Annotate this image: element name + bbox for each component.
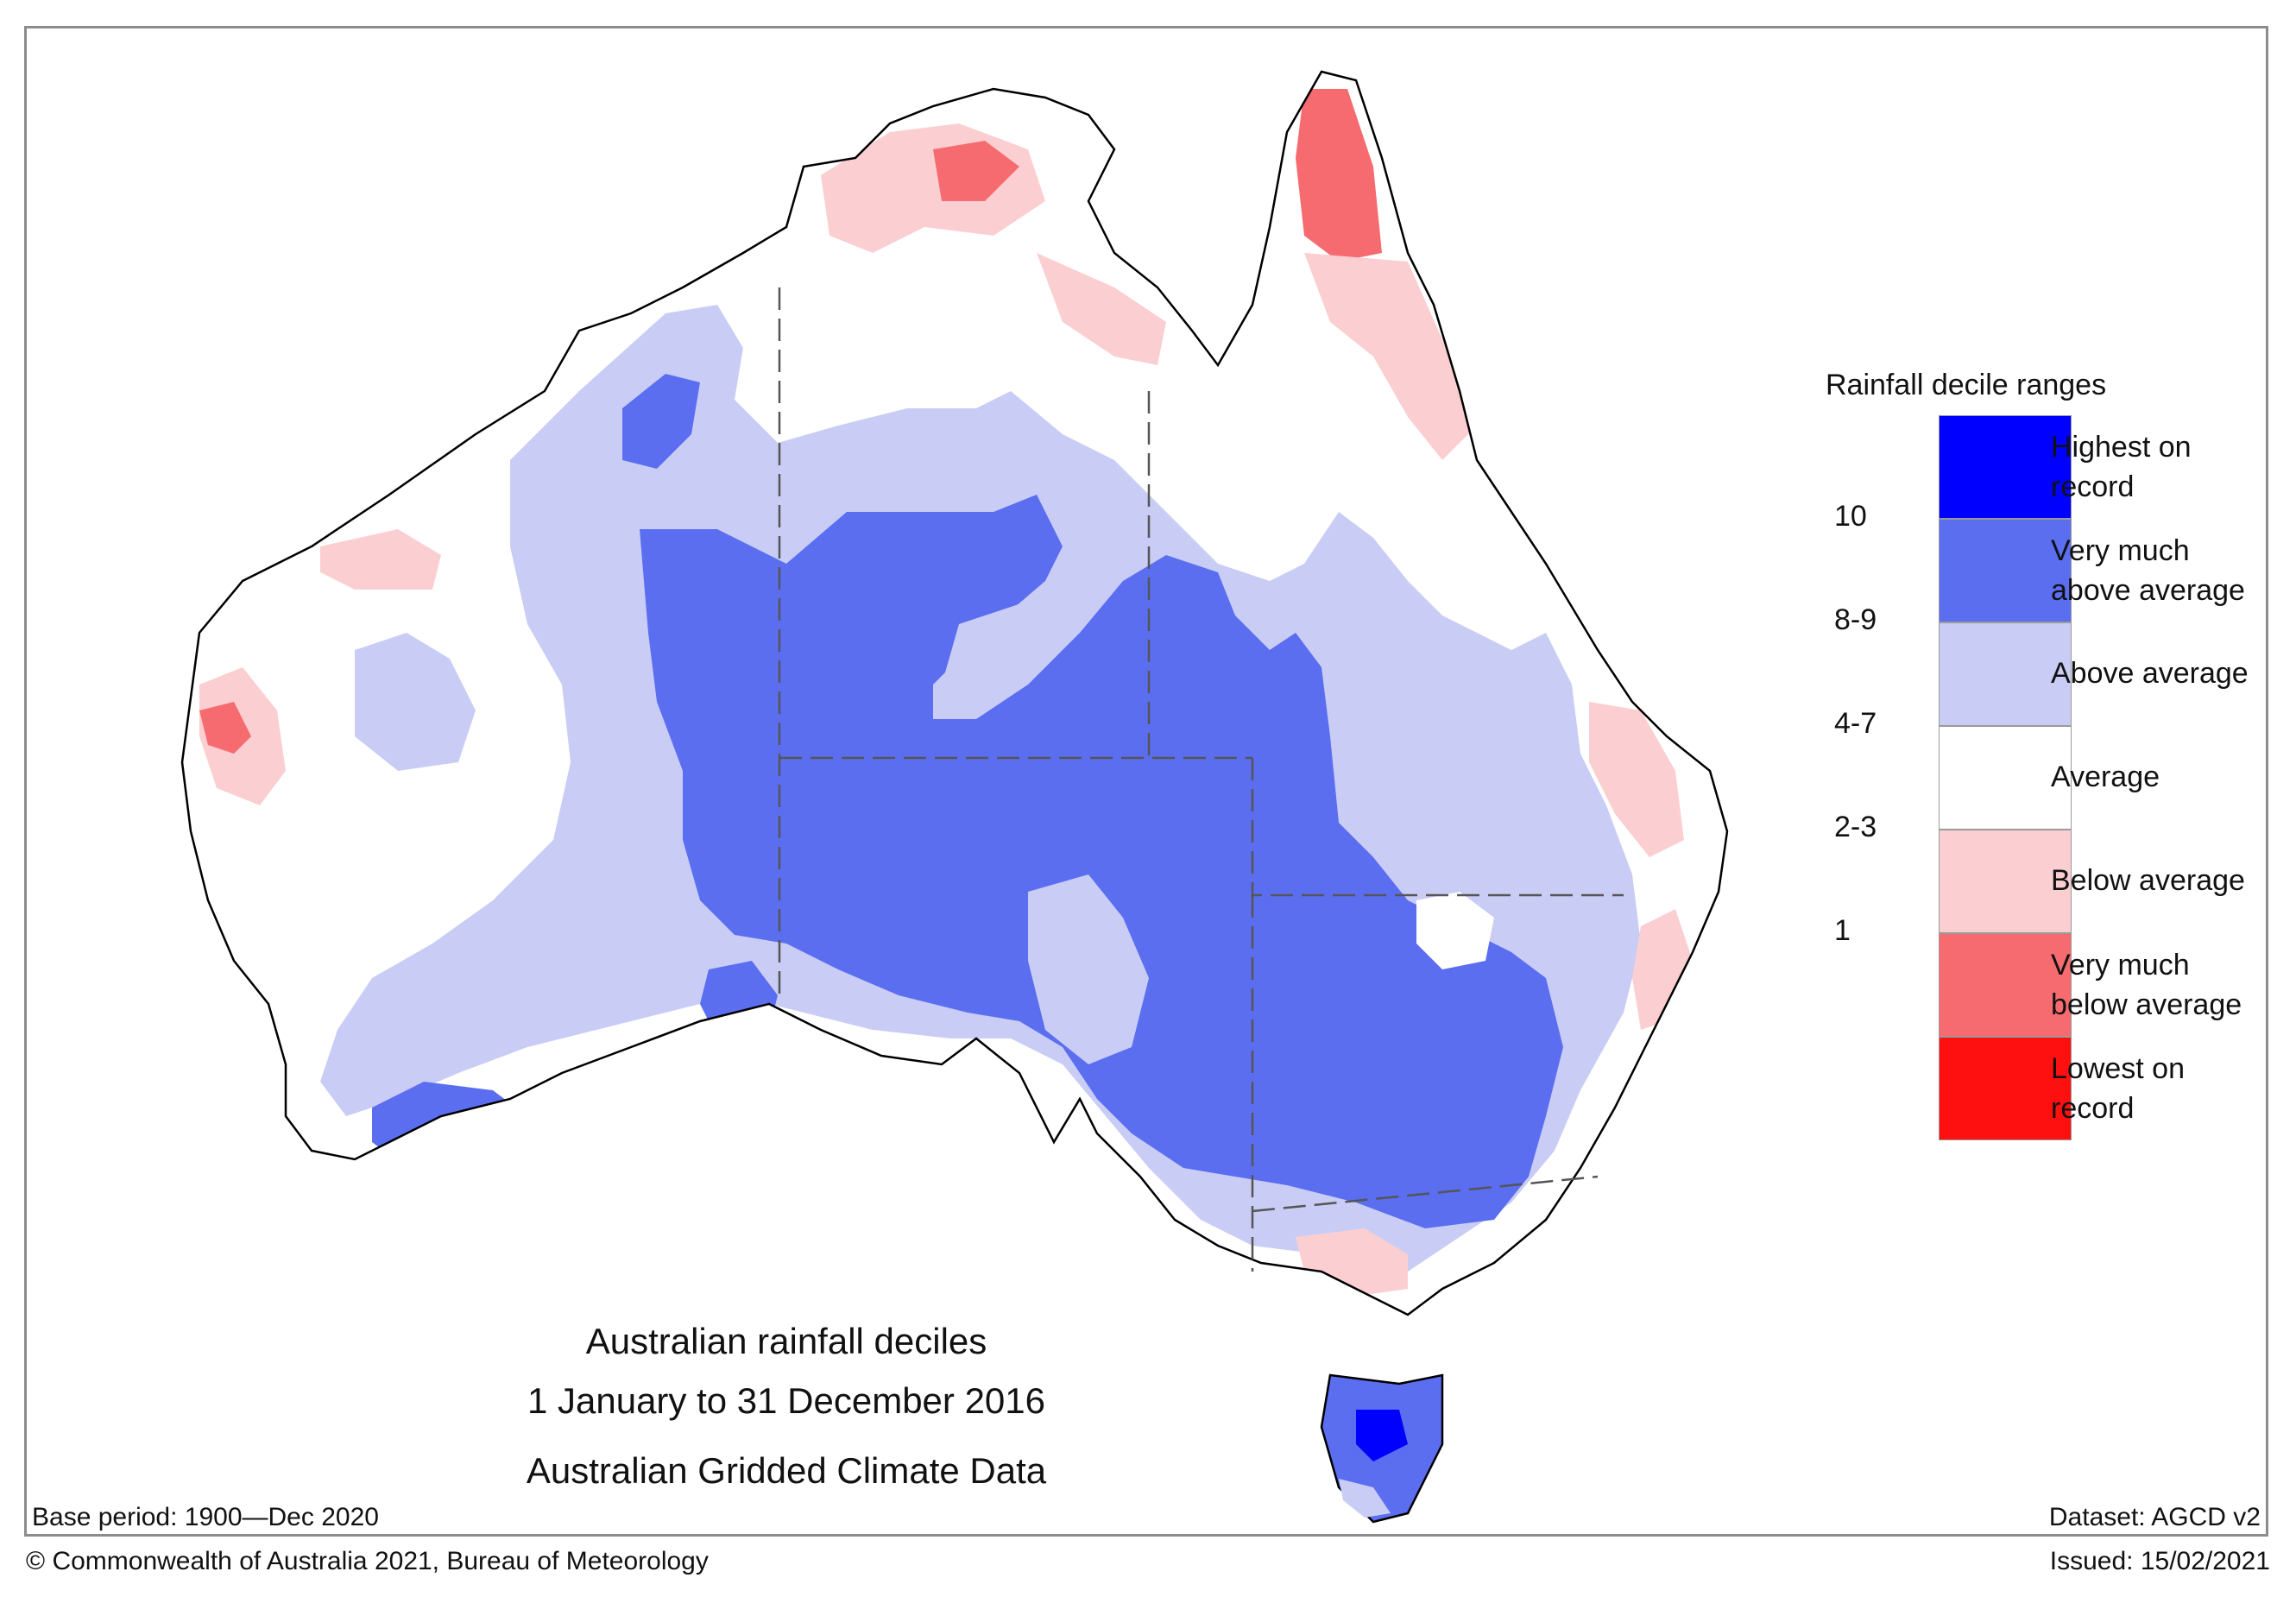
legend-label: Below average (2051, 861, 2296, 900)
legend-label-line-1: Very much (2051, 534, 2190, 567)
dataset-note: Dataset: AGCD v2 (2048, 1503, 2261, 1531)
legend-swatch (1939, 519, 2072, 622)
legend-label: Highest on record (2051, 427, 2296, 507)
region-above-average-nt (933, 546, 1114, 719)
legend-label-line-2: record (2051, 1092, 2135, 1125)
tasmania-highest (1356, 1410, 1408, 1461)
issued-date: Issued: 15/02/2021 (2049, 1547, 2270, 1575)
legend-label-line-1: Lowest on (2051, 1052, 2185, 1085)
legend-swatch (1939, 622, 2072, 726)
mainland-coastline (180, 70, 1729, 1316)
australia-rainfall-map (180, 70, 1729, 1524)
copyright-note: © Commonwealth of Australia 2021, Bureau… (26, 1547, 709, 1575)
legend-label-line-1: Above average (2051, 657, 2249, 690)
legend-label: Average (2051, 757, 2296, 797)
region-highest-sw-wa (483, 1106, 500, 1125)
region-below-average-pilbara (320, 529, 441, 590)
legend-label: Very much above average (2051, 531, 2296, 610)
legend-label-line-1: Very much (2051, 949, 2190, 982)
legend-decile-range: 10 (1834, 500, 1867, 533)
map-title-line-3: Australian Gridded Climate Data (526, 1450, 1047, 1491)
tasmania-above-average (1339, 1479, 1391, 1518)
legend-label-line-2: above average (2051, 574, 2245, 607)
region-average-qld (1416, 892, 1494, 969)
region-below-average-nsw-south (1632, 909, 1693, 1030)
legend-label: Lowest on record (2051, 1049, 2296, 1128)
region-below-average-qld-coast (1304, 253, 1477, 460)
legend-decile-range: 1 (1834, 914, 1851, 947)
state-borders (778, 287, 1624, 1272)
border-nsw-vic (1252, 1175, 1599, 1213)
legend-decile-range: 2-3 (1834, 811, 1877, 843)
region-below-average-nsw-coast (1589, 702, 1684, 857)
region-very-much-above-kimberley (622, 374, 700, 469)
map-title-line-2: 1 January to 31 December 2016 (527, 1380, 1046, 1421)
base-period-note: Base period: 1900—Dec 2020 (32, 1503, 379, 1531)
legend-swatch (1939, 415, 2072, 519)
legend-label: Very much below average (2051, 945, 2296, 1025)
legend-label-line-2: below average (2051, 988, 2242, 1021)
legend-title: Rainfall decile ranges (1826, 369, 2107, 401)
legend-swatch (1939, 830, 2072, 933)
legend-label-line-1: Below average (2051, 864, 2245, 897)
region-above-average-wa (355, 633, 476, 771)
legend-swatch (1939, 1037, 2072, 1140)
region-very-much-below-wa (199, 702, 251, 754)
region-below-average-gulf (1037, 253, 1166, 365)
legend-decile-range: 8-9 (1834, 603, 1877, 636)
legend-label: Above average (2051, 653, 2296, 693)
region-very-much-below-arnhem (933, 141, 1019, 201)
legend-label-line-2: record (2051, 470, 2135, 503)
region-very-much-above-core (640, 495, 1563, 1228)
map-frame: Australian rainfall deciles 1 January to… (24, 26, 2268, 1537)
legend-swatch (1939, 726, 2072, 830)
map-title-line-1: Australian rainfall deciles (585, 1321, 987, 1361)
region-very-much-below-cape-york (1296, 89, 1382, 262)
legend-decile-range: 4-7 (1834, 707, 1877, 740)
legend-label-line-1: Average (2051, 761, 2160, 793)
legend-label-line-1: Highest on (2051, 431, 2192, 464)
region-above-average-sa (1028, 874, 1149, 1064)
legend-swatch (1939, 933, 2072, 1037)
